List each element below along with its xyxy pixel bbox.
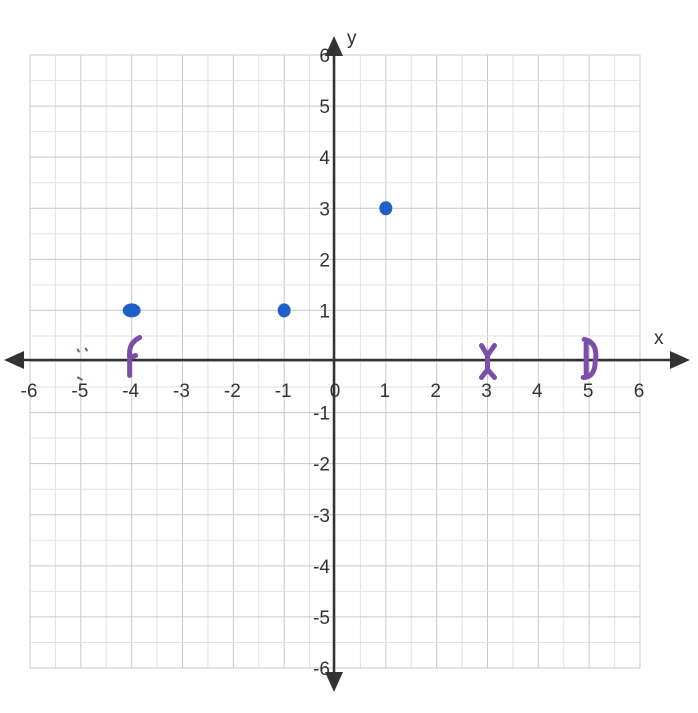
y-tick-label: -6	[313, 659, 330, 680]
y-tick-label: -5	[313, 608, 330, 629]
y-tick-label: -3	[313, 506, 330, 527]
data-mark-purple	[76, 347, 88, 381]
x-tick-label: 6	[634, 381, 645, 402]
x-tick-label: 1	[380, 381, 391, 402]
x-tick-label: -3	[173, 381, 190, 402]
x-tick-label: -1	[275, 381, 292, 402]
x-tick-label: -6	[21, 381, 38, 402]
y-tick-label: -4	[313, 557, 330, 578]
y-axis-bottom-arrow	[325, 672, 343, 692]
y-tick-label: 2	[319, 250, 330, 271]
x-tick-label: 2	[430, 381, 441, 402]
x-axis-label: x	[654, 328, 664, 349]
y-tick-label: -1	[313, 404, 330, 425]
x-tick-label: 0	[330, 381, 341, 402]
y-tick-label: 4	[319, 148, 330, 169]
x-tick-label: 3	[481, 381, 492, 402]
y-axis-top-arrow	[325, 36, 343, 56]
x-axis-right-arrow	[670, 351, 690, 369]
x-tick-label: -5	[71, 381, 88, 402]
y-axis-label: y	[347, 28, 357, 49]
y-tick-label: -2	[313, 455, 330, 476]
x-tick-label: -2	[224, 381, 241, 402]
data-point-blue	[379, 201, 393, 216]
data-point-blue	[277, 303, 291, 318]
data-point-blue	[122, 303, 141, 318]
x-axis-left-arrow	[4, 351, 24, 369]
y-tick-label: 5	[319, 97, 330, 118]
x-tick-label: 5	[583, 381, 594, 402]
x-tick-label: -4	[122, 381, 139, 402]
x-tick-label: 4	[532, 381, 543, 402]
y-tick-label: 1	[319, 301, 330, 322]
y-tick-label: 3	[319, 199, 330, 220]
data-mark-purple	[126, 335, 143, 378]
y-tick-label: 6	[319, 46, 330, 67]
axes	[4, 36, 690, 692]
data-mark-purple	[580, 337, 599, 380]
data-mark-purple	[479, 343, 497, 380]
